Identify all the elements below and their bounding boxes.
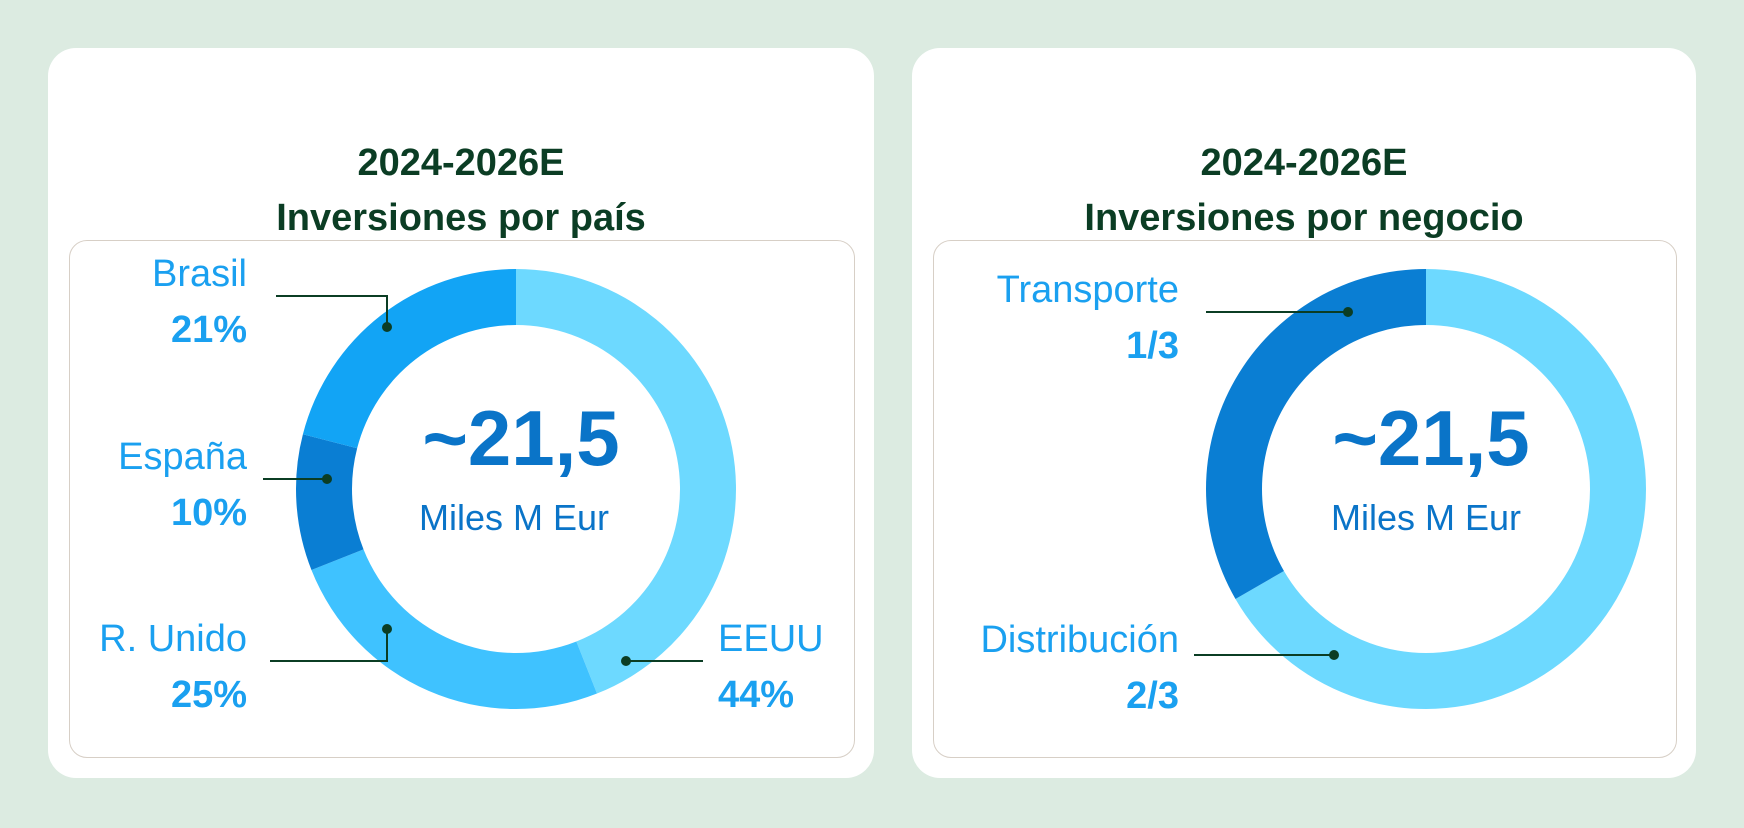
segment-name-brasil: Brasil bbox=[152, 253, 247, 295]
chart-title-period: 2024-2026E bbox=[357, 142, 565, 184]
center-total-value: ~21,5 bbox=[422, 394, 619, 482]
donut-slice-eeuu bbox=[516, 269, 736, 694]
leader-dot-r-unido bbox=[382, 624, 392, 634]
segment-value-espana: 10% bbox=[171, 492, 247, 534]
segment-name-espana: España bbox=[118, 436, 248, 478]
leader-dot-distribucion bbox=[1329, 650, 1339, 660]
center-total-unit: Miles M Eur bbox=[1331, 497, 1521, 538]
leader-line-brasil bbox=[276, 295, 388, 327]
leader-dot-brasil bbox=[382, 322, 392, 332]
chart-title-country: 2024-2026E Inversiones por país bbox=[48, 136, 874, 246]
donut-slice-transporte bbox=[1206, 269, 1426, 599]
segment-value-r-unido: 25% bbox=[171, 674, 247, 716]
segment-name-transporte: Transporte bbox=[997, 269, 1179, 311]
donut-chart-0: EEUU 44% R. Unido 25% España 10% Brasil 21% ~21,… bbox=[99, 253, 823, 716]
segment-value-brasil: 21% bbox=[171, 309, 247, 351]
center-total-unit: Miles M Eur bbox=[419, 497, 609, 538]
donut-slice-brasil bbox=[302, 269, 516, 449]
segment-name-distribucion: Distribución bbox=[980, 619, 1179, 661]
segment-value-distribucion: 2/3 bbox=[1126, 675, 1179, 717]
segment-value-eeuu: 44% bbox=[718, 674, 794, 716]
chart-title-subject: Inversiones por negocio bbox=[1084, 197, 1524, 239]
chart-title-period: 2024-2026E bbox=[1200, 142, 1408, 184]
donut-slice-r-unido bbox=[311, 549, 597, 709]
leader-line-r-unido bbox=[270, 629, 388, 662]
segment-name-eeuu: EEUU bbox=[718, 618, 824, 660]
leader-dot-transporte bbox=[1343, 307, 1353, 317]
chart-title-subject: Inversiones por país bbox=[276, 197, 646, 239]
segment-value-transporte: 1/3 bbox=[1126, 325, 1179, 367]
center-total-value: ~21,5 bbox=[1332, 394, 1529, 482]
leader-dot-espana bbox=[322, 474, 332, 484]
segment-name-r-unido: R. Unido bbox=[99, 618, 247, 660]
donut-chart-1: Distribución 2/3 Transporte 1/3 ~21,5 Miles M… bbox=[980, 269, 1646, 717]
chart-title-business: 2024-2026E Inversiones por negocio bbox=[912, 136, 1696, 246]
donut-slice-espana bbox=[296, 434, 364, 570]
leader-dot-eeuu bbox=[621, 656, 631, 666]
